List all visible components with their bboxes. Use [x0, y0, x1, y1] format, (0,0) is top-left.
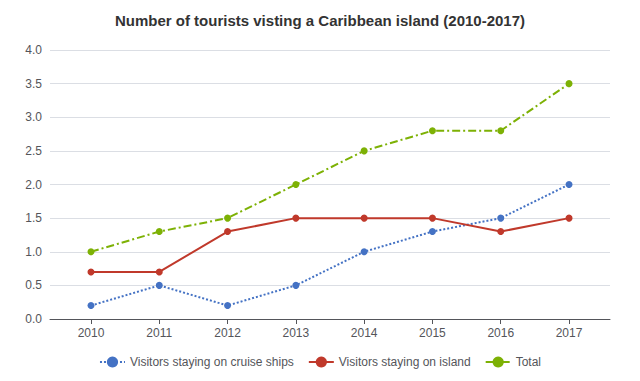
- svg-text:1.0: 1.0: [25, 245, 42, 259]
- svg-text:Visitors staying on cruise shi: Visitors staying on cruise ships: [130, 355, 294, 369]
- svg-text:Total: Total: [516, 355, 541, 369]
- svg-text:2017: 2017: [556, 326, 583, 340]
- svg-text:3.5: 3.5: [25, 77, 42, 91]
- svg-text:2.0: 2.0: [25, 178, 42, 192]
- svg-text:Number of tourists visting a C: Number of tourists visting a Caribbean i…: [115, 12, 525, 29]
- svg-text:0.0: 0.0: [25, 312, 42, 326]
- svg-text:2012: 2012: [214, 326, 241, 340]
- svg-text:1.5: 1.5: [25, 211, 42, 225]
- svg-text:0.5: 0.5: [25, 278, 42, 292]
- svg-text:2010: 2010: [78, 326, 105, 340]
- svg-text:2014: 2014: [351, 326, 378, 340]
- svg-text:2013: 2013: [283, 326, 310, 340]
- svg-text:2011: 2011: [146, 326, 172, 340]
- svg-text:Visitors staying on island: Visitors staying on island: [339, 355, 471, 369]
- svg-text:2016: 2016: [487, 326, 514, 340]
- svg-text:2015: 2015: [419, 326, 446, 340]
- svg-text:4.0: 4.0: [25, 43, 42, 57]
- svg-text:3.0: 3.0: [25, 110, 42, 124]
- svg-text:2.5: 2.5: [25, 144, 42, 158]
